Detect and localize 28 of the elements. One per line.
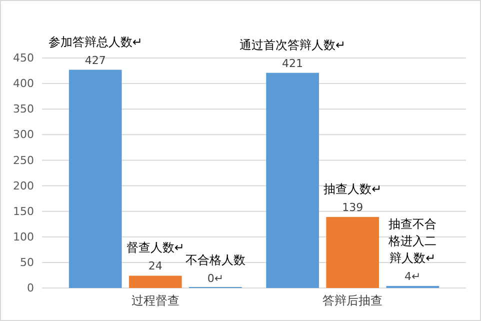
- data-label: 421: [282, 56, 304, 70]
- annotation: 抽查人数↵: [324, 182, 382, 196]
- data-label: 139: [342, 200, 364, 214]
- y-tick-label: 50: [20, 256, 34, 269]
- text: 参加答辩总人数↵: [48, 34, 142, 49]
- bar: [68, 70, 122, 288]
- bar: [266, 72, 319, 288]
- y-tick-label: 100: [13, 230, 34, 244]
- x-tick-label: 过程督查: [131, 294, 180, 308]
- y-tick-label: 150: [13, 204, 34, 218]
- data-label: 4↵: [404, 270, 421, 283]
- data-label: 24: [148, 260, 162, 273]
- data-label: 0↵: [207, 272, 224, 285]
- y-tick-label: 350: [13, 102, 34, 116]
- x-tick-label: 答辩后抽查: [322, 294, 383, 308]
- text: 通过首次答辩人数↵: [240, 38, 346, 52]
- y-tick-label: 450: [13, 52, 34, 65]
- bar: [128, 276, 182, 288]
- bar: [326, 216, 380, 288]
- y-tick-label: 0: [27, 282, 34, 295]
- data-label: 427: [84, 54, 106, 67]
- y-tick-label: 250: [13, 154, 34, 167]
- y-tick-label: 200: [13, 179, 34, 192]
- annotation: 不合格人数: [185, 253, 246, 267]
- annotation: 督查人数↵: [126, 240, 184, 255]
- y-tick-label: 400: [13, 77, 34, 90]
- y-tick-label: 300: [13, 128, 34, 142]
- annotation: 抽查不合格进入二辩人数↵: [388, 216, 437, 265]
